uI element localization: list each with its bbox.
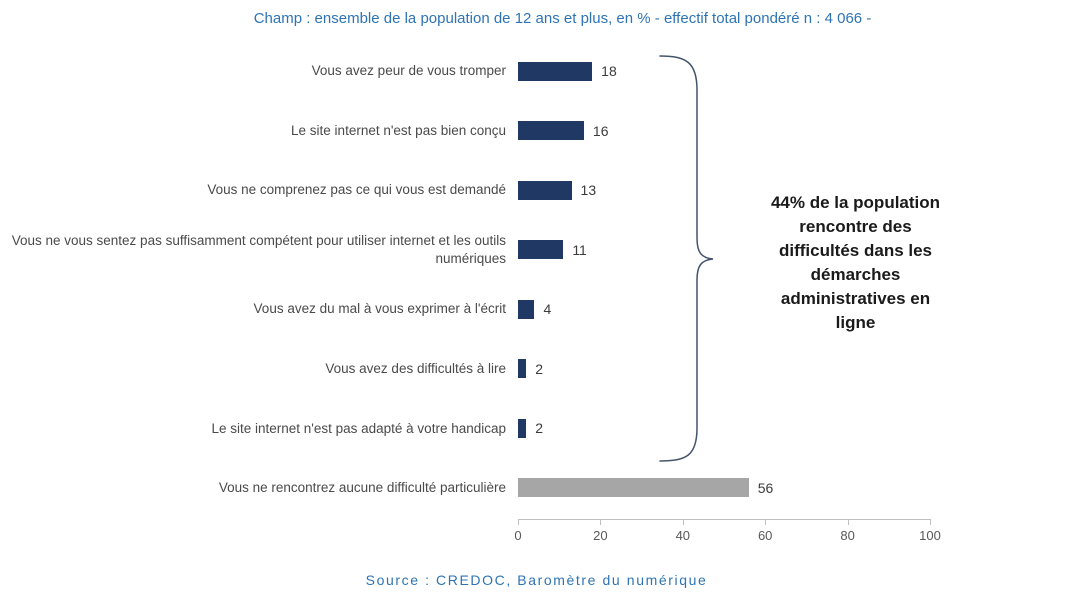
bar (518, 180, 572, 200)
x-tick-label: 100 (919, 528, 941, 543)
annotation-line: démarches (810, 265, 901, 284)
bar (518, 240, 564, 260)
x-tick-label: 60 (757, 528, 773, 543)
annotation-line: rencontre des (799, 217, 912, 236)
annotation-line: ligne (835, 313, 876, 332)
x-tick-label: 20 (593, 528, 608, 543)
bar (518, 61, 593, 81)
x-axis-line (518, 519, 931, 520)
category-label: Vous ne comprenez pas ce qui vous est de… (207, 182, 506, 198)
x-tick-mark (518, 520, 519, 525)
category-label: Le site internet n'est pas bien conçu (291, 122, 506, 138)
curly-brace (659, 55, 714, 462)
x-tick-mark (765, 520, 767, 525)
annotation-text: 44% de la population rencontre des difficu… (763, 191, 948, 335)
bar-row: Le site internet n'est pas adapté à votr… (0, 406, 1073, 450)
value-label: 11 (572, 241, 587, 258)
category-label: Vous avez des difficultés à lire (325, 360, 506, 376)
category-label: Le site internet n'est pas adapté à votr… (211, 420, 506, 436)
value-label: 16 (592, 122, 609, 139)
value-label: 4 (543, 301, 552, 318)
bar (518, 478, 749, 498)
chart-title: Champ : ensemble de la population de 12 … (253, 10, 872, 27)
source-caption: Source : CREDOC, Baromètre du numérique (365, 572, 708, 588)
value-label: 2 (535, 360, 544, 377)
annotation-line: administratives en (780, 289, 931, 308)
category-label: Vous avez peur de vous tromper (311, 63, 506, 79)
annotation-line: difficultés dans les (778, 241, 933, 260)
x-tick-label: 40 (675, 528, 691, 543)
bar (518, 121, 584, 141)
x-tick-mark (600, 520, 602, 525)
bar-row: Vous avez du mal à vous exprimer à l'écr… (0, 287, 1073, 331)
bar-row: Vous avez peur de vous tromper 18 (0, 49, 1073, 93)
annotation-line: 44% de la population (770, 193, 941, 212)
bar-row: Vous avez des difficultés à lire 2 (0, 347, 1073, 391)
bar-row: Vous ne rencontrez aucune difficulté par… (0, 466, 1073, 510)
bar-row: Vous ne comprenez pas ce qui vous est de… (0, 168, 1073, 212)
bar (518, 299, 535, 319)
x-tick-label: 0 (514, 528, 522, 543)
category-label: Vous ne rencontrez aucune difficulté par… (218, 480, 506, 496)
value-label: 2 (535, 420, 544, 437)
category-label: Vous ne vous sentez pas suffisamment com… (11, 232, 506, 266)
x-tick-mark (930, 520, 931, 525)
bar (518, 418, 527, 438)
bar-row: Vous ne vous sentez pas suffisamment com… (0, 228, 1073, 272)
category-label: Vous avez du mal à vous exprimer à l'écr… (253, 301, 506, 317)
value-label: 18 (601, 63, 617, 79)
value-label: 56 (757, 479, 774, 496)
value-label: 13 (580, 182, 597, 199)
x-tick-label: 80 (840, 528, 855, 543)
x-tick-mark (847, 520, 849, 525)
x-tick-mark (682, 520, 684, 525)
bar-row: Le site internet n'est pas bien conçu 16 (0, 109, 1073, 153)
bar (518, 359, 527, 379)
